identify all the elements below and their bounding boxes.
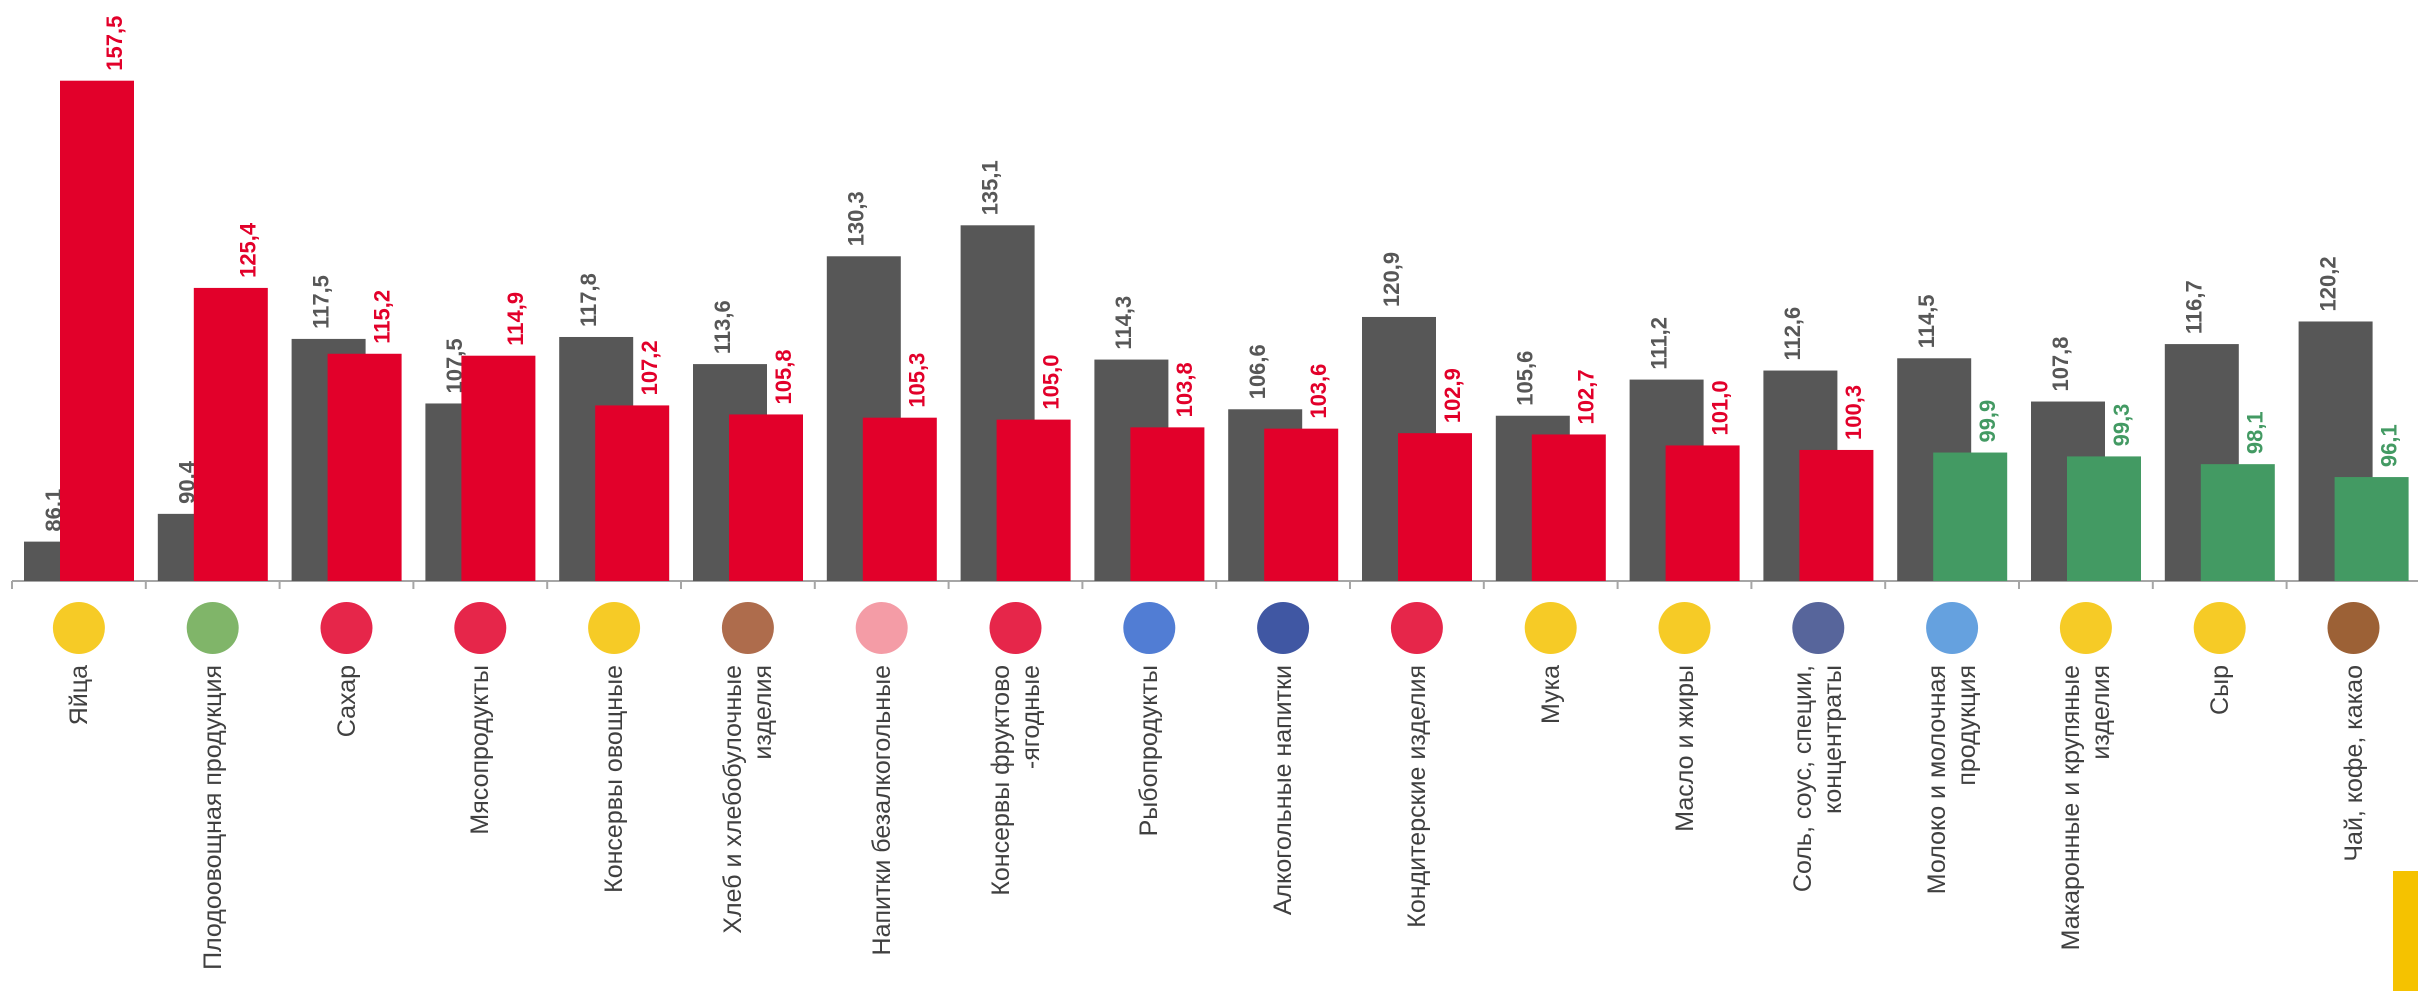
value-label: 115,2 [369,290,394,344]
value-label: 120,2 [2315,256,2340,311]
value-label: 96,1 [2376,424,2401,467]
value-label: 117,5 [308,275,333,329]
value-label: 111,2 [1646,317,1671,370]
bar [2067,456,2141,581]
value-label: 113,6 [710,300,735,354]
bar [1264,428,1339,581]
value-label: 107,8 [2048,336,2073,391]
value-label: 117,8 [576,273,601,327]
category-icon [855,602,908,654]
bar [1799,449,1874,581]
value-label: 103,6 [1306,364,1331,419]
category-icon [721,602,774,654]
value-label: 114,5 [1914,294,1939,348]
value-label: 106,6 [1245,344,1270,399]
category-label: Кондитерские изделия [1402,665,1431,928]
category-label: Чай, кофе, какао [2339,665,2368,862]
category-icon [1926,602,1979,654]
category-icon [989,602,1042,654]
category-icon [52,602,105,654]
category-label: Молоко и молочная продукция [1923,665,1982,895]
bar [729,414,803,581]
value-label: 120,9 [1379,252,1404,307]
value-label: 107,2 [637,340,662,395]
category-label: Плодоовощная продукция [198,665,227,970]
category-label: Макаронные и крупяные изделия [2056,665,2115,951]
category-icon [2327,602,2380,654]
category-icon [2193,602,2246,654]
category-label: Сыр [2205,665,2234,715]
category-icon [1257,602,1310,654]
category-label: Консервы фруктово -ягодные [986,665,1045,896]
value-label: 99,9 [1975,400,2000,443]
category-label: Сахар [332,665,361,738]
corner-marker [2393,871,2418,991]
category-label: Напитки безалкогольные [867,665,896,956]
bar [461,355,536,581]
value-label: 157,5 [102,16,127,71]
bar [1398,433,1472,581]
bar [595,405,670,581]
bar [862,417,937,581]
category-label: Масло и жиры [1670,665,1699,832]
value-label: 130,3 [844,191,869,246]
value-label: 135,1 [977,160,1002,215]
value-label: 105,6 [1513,351,1538,406]
category-icon [454,602,507,654]
bar [327,353,402,581]
bar [1531,434,1606,581]
category-label: Соль, соус, специи, концентраты [1789,665,1848,893]
bar [996,419,1071,581]
value-label: 105,3 [905,353,930,408]
category-icon [1792,602,1845,654]
category-icon [2059,602,2112,654]
category-icon [186,602,239,654]
bar [2334,477,2409,581]
category-label: Мясопродукты [466,665,495,835]
bar [2200,464,2275,581]
category-icon [1123,602,1176,654]
category-icon [588,602,641,654]
category-icon [320,602,373,654]
bar [1130,427,1205,581]
value-label: 102,7 [1574,369,1599,424]
value-label: 105,8 [771,349,796,404]
value-label: 100,3 [1841,385,1866,440]
value-label: 105,0 [1038,355,1063,410]
value-label: 98,1 [2243,411,2268,454]
category-label: Консервы овощные [600,665,629,893]
value-label: 125,4 [236,222,261,278]
category-icon [1390,602,1443,654]
category-label: Алкогольные напитки [1269,665,1298,916]
bar [193,287,268,581]
value-label: 102,9 [1440,368,1465,423]
value-label: 114,3 [1111,296,1136,350]
category-label: Мука [1536,665,1565,724]
category-label: Яйца [64,665,93,726]
bar [1933,452,2008,581]
category-icon [1524,602,1577,654]
value-label: 103,8 [1172,362,1197,417]
bar [1665,445,1740,581]
bar [60,80,134,581]
value-label: 114,9 [503,292,528,346]
category-label: Хлеб и хлебобулочные изделия [718,665,777,934]
category-label: Рыбопродукты [1135,665,1164,837]
value-label: 101,0 [1707,380,1732,435]
value-label: 116,7 [2182,280,2207,334]
category-icon [1658,602,1711,654]
value-label: 112,6 [1780,307,1805,361]
value-label: 99,3 [2109,404,2134,447]
